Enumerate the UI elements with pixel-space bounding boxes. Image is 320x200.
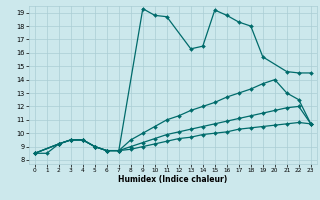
X-axis label: Humidex (Indice chaleur): Humidex (Indice chaleur)	[118, 175, 228, 184]
